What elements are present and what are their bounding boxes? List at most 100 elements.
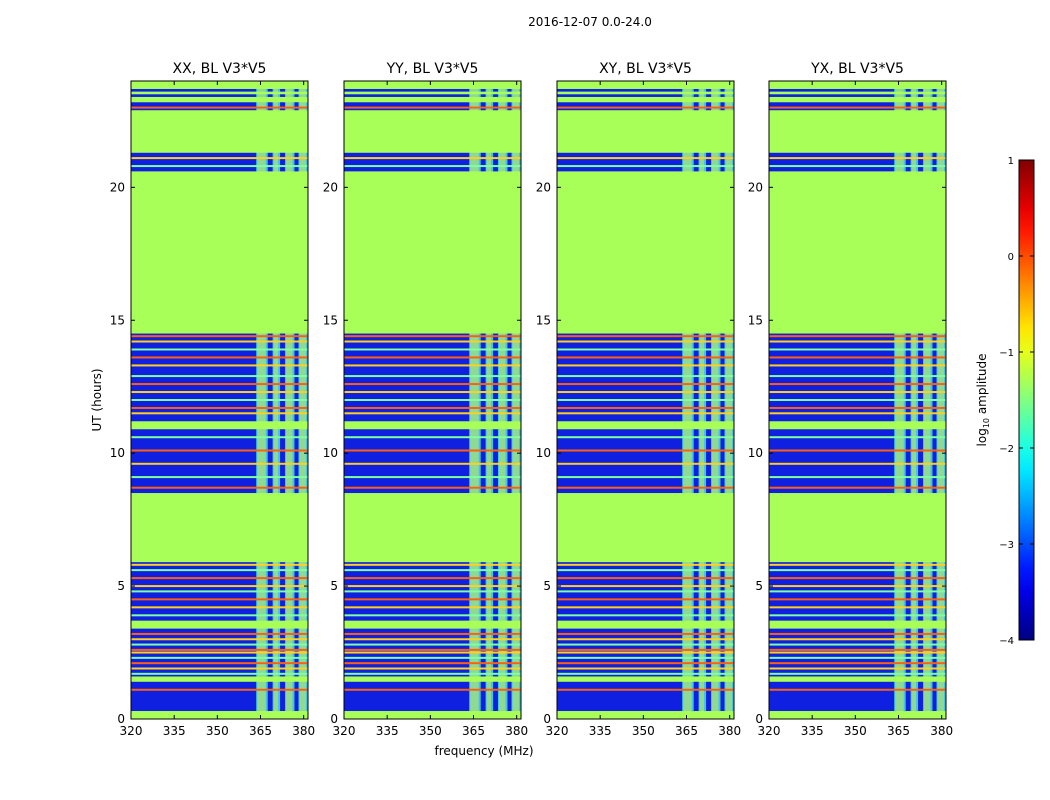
rfi-line bbox=[557, 476, 734, 479]
rfi-line bbox=[557, 364, 734, 367]
flagged-range bbox=[769, 620, 946, 629]
rfi-line bbox=[131, 476, 308, 479]
rfi-line bbox=[769, 577, 946, 580]
flagged-range bbox=[769, 421, 946, 430]
rfi-line bbox=[344, 648, 521, 651]
rfi-line bbox=[557, 648, 734, 651]
rfi-line bbox=[769, 667, 946, 670]
y-tick-label: 10 bbox=[536, 446, 551, 460]
rfi-line bbox=[557, 106, 734, 109]
rfi-line bbox=[131, 406, 308, 409]
rfi-line bbox=[131, 614, 308, 617]
rfi-line bbox=[557, 391, 734, 394]
rfi-line bbox=[769, 486, 946, 489]
colorbar-tick-label: 1 bbox=[1008, 156, 1014, 167]
rfi-line bbox=[131, 651, 308, 654]
y-tick-label: 10 bbox=[110, 446, 125, 460]
flagged-range bbox=[131, 171, 308, 334]
flagged-range bbox=[344, 81, 521, 89]
rfi-line bbox=[557, 577, 734, 580]
flagged-range bbox=[344, 171, 521, 334]
flagged-range bbox=[131, 91, 308, 95]
flagged-range bbox=[131, 110, 308, 153]
rfi-line bbox=[769, 638, 946, 641]
rfi-line bbox=[131, 590, 308, 593]
colorbar-label-subscript: 10 bbox=[982, 418, 991, 428]
rfi-line bbox=[131, 569, 308, 572]
flagged-range bbox=[769, 110, 946, 153]
rfi-line bbox=[131, 656, 308, 659]
rfi-line bbox=[769, 632, 946, 635]
flagged-range bbox=[344, 676, 521, 682]
rfi-line bbox=[131, 638, 308, 641]
rfi-line bbox=[557, 688, 734, 691]
rfi-line bbox=[557, 672, 734, 675]
x-tick-label: 335 bbox=[801, 724, 824, 738]
rfi-line bbox=[344, 383, 521, 386]
rfi-line bbox=[557, 436, 734, 439]
rfi-line bbox=[769, 662, 946, 665]
rfi-line bbox=[769, 462, 946, 465]
rfi-line bbox=[131, 340, 308, 343]
rfi-line bbox=[769, 614, 946, 617]
flagged-range bbox=[769, 493, 946, 563]
rfi-line bbox=[769, 412, 946, 415]
y-tick-label: 20 bbox=[110, 180, 125, 194]
rfi-line bbox=[344, 656, 521, 659]
panel-2: YY, BL V3*V5 320 335 350 365 380 0 5 10 15 20 bbox=[323, 61, 528, 738]
x-tick-label: 335 bbox=[376, 724, 399, 738]
rfi-line bbox=[344, 651, 521, 654]
rfi-line bbox=[131, 606, 308, 609]
y-tick-label: 20 bbox=[748, 180, 763, 194]
rfi-line bbox=[344, 643, 521, 646]
rfi-line bbox=[557, 662, 734, 665]
rfi-line bbox=[344, 590, 521, 593]
rfi-line bbox=[131, 391, 308, 394]
colorbar-tick-label: −3 bbox=[999, 540, 1014, 551]
rfi-line bbox=[769, 335, 946, 338]
rfi-line bbox=[344, 598, 521, 601]
rfi-line bbox=[344, 614, 521, 617]
rfi-line bbox=[557, 632, 734, 635]
flagged-range bbox=[557, 493, 734, 563]
panel-title: XY, BL V3*V5 bbox=[599, 61, 692, 77]
rfi-line bbox=[344, 364, 521, 367]
rfi-line bbox=[131, 563, 308, 566]
rfi-line bbox=[557, 375, 734, 378]
rfi-line bbox=[131, 348, 308, 351]
rfi-line bbox=[557, 598, 734, 601]
rfi-line bbox=[344, 356, 521, 359]
panel-title: YY, BL V3*V5 bbox=[386, 61, 479, 77]
rfi-line bbox=[344, 399, 521, 401]
y-tick-label: 15 bbox=[748, 313, 763, 327]
x-tick-label: 350 bbox=[206, 724, 229, 738]
rfi-line bbox=[557, 335, 734, 338]
rfi-line bbox=[769, 165, 946, 168]
panel-frame bbox=[130, 80, 309, 720]
rfi-line bbox=[131, 356, 308, 359]
flagged-range bbox=[344, 91, 521, 95]
rfi-line bbox=[131, 648, 308, 651]
flagged-range bbox=[131, 620, 308, 629]
rfi-line bbox=[769, 383, 946, 386]
flagged-range bbox=[557, 676, 734, 682]
flagged-range bbox=[344, 711, 521, 719]
rfi-line bbox=[557, 399, 734, 401]
flagged-range bbox=[131, 711, 308, 719]
x-tick-label: 380 bbox=[505, 724, 528, 738]
panel-1: XX, BL V3*V5 320 335 350 365 380 0 5 10 15 20 bbox=[110, 61, 315, 738]
rfi-line bbox=[131, 688, 308, 691]
rfi-line bbox=[557, 667, 734, 670]
rfi-line bbox=[131, 165, 308, 168]
rfi-line bbox=[344, 106, 521, 109]
rfi-line bbox=[131, 667, 308, 670]
flagged-range bbox=[557, 91, 734, 95]
rfi-line bbox=[769, 672, 946, 675]
rfi-line bbox=[131, 412, 308, 415]
colorbar-tick-label: −2 bbox=[999, 444, 1014, 455]
rfi-line bbox=[557, 406, 734, 409]
rfi-line bbox=[557, 585, 734, 588]
rfi-line bbox=[557, 383, 734, 386]
x-tick-label: 320 bbox=[546, 724, 569, 738]
